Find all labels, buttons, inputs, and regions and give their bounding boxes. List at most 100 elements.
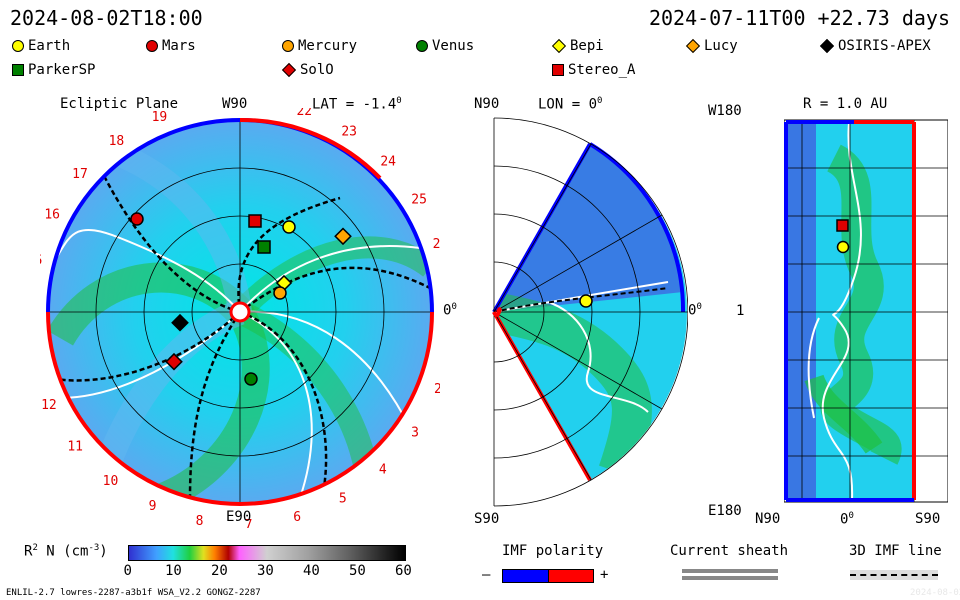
parker-marker [257,240,271,254]
imf-minus: – [482,567,491,583]
ecliptic-plane-plot: 2021222324252627123456789101112131415161… [40,108,440,528]
carrington-label: 18 [109,134,125,149]
current-sheath-swatch [682,569,778,573]
legend-label: Mars [162,38,196,54]
colorbar-tick: 10 [165,563,182,579]
carrington-label: 15 [40,254,42,269]
carrington-label: 4 [379,463,387,478]
legend-mercury: Mercury [282,38,357,54]
legend-stereo-a: Stereo_A [552,62,635,78]
square-icon [552,64,564,76]
meridional-plot [492,117,688,507]
radius-title: R = 1.0 AU [803,96,888,112]
legend-label: Lucy [704,38,738,54]
carrington-label: 2 [434,382,440,397]
mars-marker [130,212,144,226]
square-icon [12,64,24,76]
carrington-label: 7 [245,518,253,528]
imf-negative-swatch [502,569,550,583]
solo-marker [165,352,183,371]
earth-marker [282,220,296,234]
venus-marker [244,372,258,386]
legend-label: Bepi [570,38,604,54]
density-colorbar [128,545,406,561]
footer-date: 2024-08-02 [910,588,960,598]
model-footer: ENLIL-2.7 lowres-2287-a3b1f WSA_V2.2 GON… [6,588,261,598]
legend-mars: Mars [146,38,196,54]
stereo-a-marker [248,214,262,228]
colorbar-tick: 0 [123,563,132,579]
radius-b1: N90 [755,511,781,527]
carrington-label: 21 [248,108,264,110]
legend-label: ParkerSP [28,62,96,78]
legend-lucy: Lucy [685,38,738,54]
radius-bottom-left: E180 [708,503,742,519]
radius-b2: 00 [840,511,854,528]
radius-b3: S90 [915,511,941,527]
meridional-earth-marker [579,294,593,308]
carrington-label: 10 [103,474,119,489]
radius-top-left: W180 [708,103,742,119]
meridional-top: N90 [474,96,500,112]
carrington-label: 16 [44,208,60,223]
ecliptic-top-label: W90 [222,96,248,112]
legend-label: Mercury [298,38,358,54]
legend-osiris-apex: OSIRIS-APEX [819,38,931,54]
carrington-label: 11 [67,439,83,454]
imf-3d-swatch [850,570,938,580]
meridional-lon: LON = 00 [538,96,603,113]
legend-parkersp: ParkerSP [12,62,95,78]
carrington-label: 3 [411,426,419,441]
diamond-icon [551,38,567,54]
imf-3d-title: 3D IMF line [849,543,942,559]
meridional-right: 00 [688,302,702,319]
ecliptic-lat: LAT = -1.40 [312,96,402,113]
carrington-label: 19 [152,110,168,125]
diamond-icon [819,38,835,54]
colorbar-tick: 40 [303,563,320,579]
carrington-label: 26 [433,237,440,252]
legend-label: Venus [432,38,475,54]
osiris-marker [171,313,189,332]
carrington-label: 8 [196,514,204,528]
meridional-bottom: S90 [474,511,500,527]
legend-label: SolO [300,62,334,78]
radius-stereo-a-marker [836,219,849,232]
ecliptic-right-label: 00 [443,302,457,319]
legend-solo: SolO [281,62,334,78]
ecliptic-bottom-label: E90 [226,509,252,525]
ecliptic-title: Ecliptic Plane [60,96,179,112]
circle-icon [12,40,24,52]
circle-icon [416,40,428,52]
carrington-label: 9 [149,499,157,514]
circle-icon [282,40,294,52]
colorbar-tick: 30 [257,563,274,579]
radius-earth-marker [836,240,850,254]
current-time: 2024-08-02T18:00 [10,6,203,30]
radius-mid-label: 1 [736,303,745,319]
colorbar-tick: 60 [395,563,412,579]
diamond-icon [281,62,297,78]
current-sheath-title: Current sheath [670,543,789,559]
imf-positive-swatch [548,569,594,583]
carrington-label: 17 [72,167,88,182]
carrington-label: 25 [411,193,427,208]
circle-icon [146,40,158,52]
carrington-label: 24 [380,154,396,169]
legend-venus: Venus [416,38,474,54]
imf-polarity-title: IMF polarity [502,543,604,559]
legend-label: Earth [28,38,71,54]
colorbar-tick: 20 [211,563,228,579]
imf-plus: + [600,567,609,583]
carrington-label: 5 [339,491,347,506]
radius-plot [784,119,948,503]
lucy-marker [334,227,352,246]
carrington-label: 23 [341,124,357,139]
carrington-label: 13 [40,351,41,366]
legend-earth: Earth [12,38,70,54]
legend-label: OSIRIS-APEX [838,38,931,54]
carrington-label: 12 [41,398,57,413]
diamond-icon [685,38,701,54]
colorbar-label: R2 N (cm-3) [24,543,108,560]
legend-bepi: Bepi [551,38,604,54]
